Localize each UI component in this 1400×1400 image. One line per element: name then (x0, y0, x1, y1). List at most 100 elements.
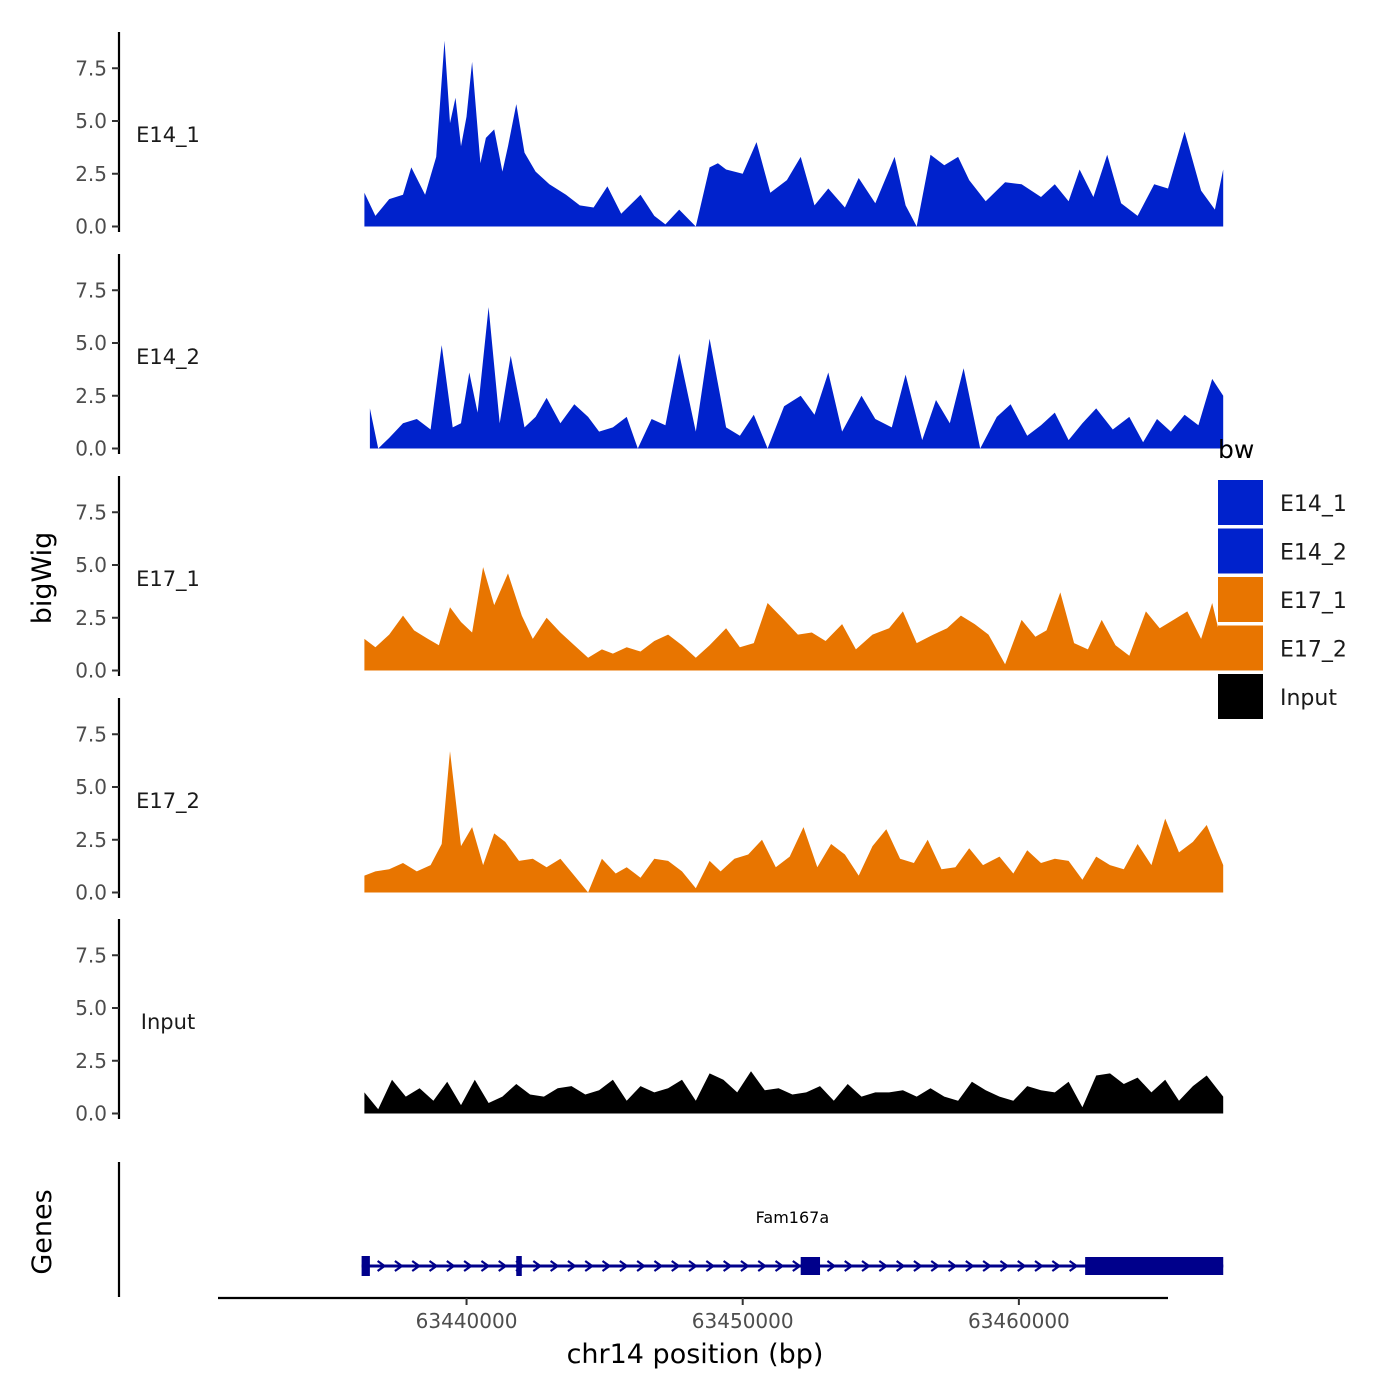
strand-arrow (688, 1260, 698, 1272)
bigwig-tracks: 0.0 2.5 5.0 7.5 E14_1 0.0 2.5 5.0 7.5 E14_2 0.0 2.5… (75, 32, 1224, 1126)
track-label: Input (141, 1010, 195, 1034)
area-series-E17_1 (364, 567, 1224, 671)
strand-arrow (878, 1260, 889, 1272)
y-tick-label: 0.0 (75, 437, 107, 461)
strand-arrow (411, 1260, 422, 1272)
x-tick-label: 63460000 (968, 1309, 1070, 1333)
legend-label: Input (1280, 686, 1337, 711)
strand-arrow (722, 1260, 733, 1272)
strand-arrow (1068, 1260, 1079, 1272)
strand-arrow (446, 1260, 456, 1272)
y-tick-label: 5.0 (75, 331, 107, 355)
legend-label: E14_1 (1280, 492, 1347, 517)
track-label: E14_1 (136, 123, 200, 148)
gene-exon (361, 1256, 370, 1276)
track-E17_2: 0.0 2.5 5.0 7.5 E17_2 (75, 698, 1224, 905)
gene-exon (1085, 1257, 1224, 1275)
legend-label: E14_2 (1280, 541, 1347, 566)
strand-arrow (740, 1260, 750, 1272)
strand-arrow (601, 1260, 612, 1272)
strand-arrow (636, 1260, 646, 1272)
gene-label: Fam167a (756, 1208, 829, 1227)
track-E17_1: 0.0 2.5 5.0 7.5 E17_1 (75, 476, 1224, 683)
legend-entry-Input: Input (1218, 674, 1337, 719)
y-tick-label: 0.0 (75, 1102, 107, 1126)
strand-arrow (913, 1260, 923, 1272)
y-tick-label: 2.5 (75, 162, 107, 186)
gene-panel: Fam167a (117, 1162, 1224, 1297)
area-series-Input (364, 1071, 1224, 1114)
y-tick-label: 5.0 (75, 996, 107, 1020)
legend-label: E17_1 (1280, 589, 1347, 614)
legend-swatch (1218, 625, 1263, 671)
legend-title: bw (1218, 435, 1254, 464)
area-series-E14_1 (364, 40, 1224, 227)
strand-arrow (567, 1260, 577, 1272)
strand-arrow (1051, 1260, 1062, 1272)
y-tick-label: 5.0 (75, 775, 107, 799)
legend-swatch (1218, 674, 1263, 719)
x-axis: 63440000 63450000 63460000 (218, 1296, 1168, 1333)
y-tick-label: 2.5 (75, 828, 107, 852)
y-tick-label: 0.0 (75, 659, 107, 683)
legend-swatch (1218, 480, 1263, 525)
legend-entry-E17_1: E17_1 (1218, 577, 1347, 622)
strand-arrow (463, 1260, 473, 1272)
strand-arrow (376, 1260, 387, 1272)
y-tick-label: 7.5 (75, 500, 107, 524)
x-axis-title: chr14 position (bp) (567, 1339, 824, 1370)
x-tick-label: 63440000 (416, 1309, 518, 1333)
y-tick-label: 7.5 (75, 278, 107, 302)
y-tick-label: 7.5 (75, 943, 107, 967)
strand-arrow (895, 1260, 906, 1272)
strand-arrow (757, 1260, 768, 1272)
y-tick-label: 5.0 (75, 109, 107, 133)
strand-arrow (930, 1260, 941, 1272)
legend-entry-E14_2: E14_2 (1218, 528, 1347, 574)
y-axis-title: bigWig (27, 532, 58, 625)
y-tick-label: 2.5 (75, 1049, 107, 1073)
y-tick-label: 7.5 (75, 722, 107, 746)
gene-exon (800, 1257, 821, 1275)
strand-arrow (619, 1260, 629, 1272)
track-E14_2: 0.0 2.5 5.0 7.5 E14_2 (75, 254, 1224, 461)
strand-arrow (584, 1260, 595, 1272)
strand-arrow (705, 1260, 716, 1272)
strand-arrow (792, 1260, 802, 1272)
y-tick-label: 0.0 (75, 215, 107, 239)
strand-arrow (982, 1260, 992, 1272)
y-tick-label: 2.5 (75, 384, 107, 408)
track-E14_1: 0.0 2.5 5.0 7.5 E14_1 (75, 32, 1224, 239)
legend-swatch (1218, 577, 1263, 622)
x-tick-label: 63450000 (692, 1309, 794, 1333)
track-label: E14_2 (136, 345, 200, 370)
y-tick-label: 0.0 (75, 881, 107, 905)
area-series-E14_2 (369, 307, 1224, 449)
track-Input: 0.0 2.5 5.0 7.5 Input (75, 919, 1224, 1126)
legend-swatch (1218, 528, 1263, 574)
y-tick-label: 7.5 (75, 56, 107, 80)
strand-arrow (1017, 1260, 1027, 1272)
strand-arrow (947, 1260, 958, 1272)
strand-arrow (1034, 1260, 1044, 1272)
strand-arrow (999, 1260, 1010, 1272)
track-label: E17_2 (136, 789, 200, 814)
area-series-E17_2 (364, 751, 1224, 893)
strand-arrow (498, 1260, 508, 1272)
strand-arrow (965, 1260, 975, 1272)
strand-arrow (428, 1260, 439, 1272)
strand-arrow (826, 1260, 837, 1272)
legend-entry-E14_1: E14_1 (1218, 480, 1347, 525)
strand-arrow (549, 1260, 560, 1272)
strand-arrow (394, 1260, 404, 1272)
strand-arrow (532, 1260, 543, 1272)
legend-label: E17_2 (1280, 638, 1347, 663)
strand-arrow (653, 1260, 664, 1272)
strand-arrow (671, 1260, 681, 1272)
y-tick-label: 2.5 (75, 606, 107, 630)
track-label: E17_1 (136, 567, 200, 592)
strand-arrow (480, 1260, 491, 1272)
legend: bw E14_1 E14_2 E17_1 E17_2 Input (1218, 435, 1347, 719)
strand-arrow (774, 1260, 785, 1272)
